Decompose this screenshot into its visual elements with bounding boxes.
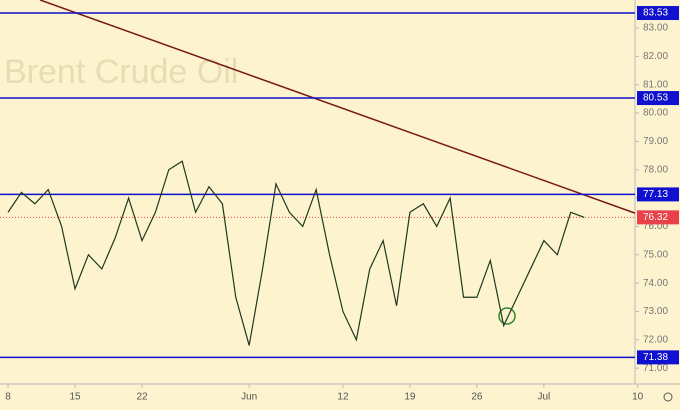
y-tick-label: 74.00 [643, 278, 668, 289]
y-tick-label: 75.00 [643, 249, 668, 260]
y-tick-label: 73.00 [643, 306, 668, 317]
level-label: 77.13 [643, 189, 668, 200]
y-tick-label: 80.00 [643, 108, 668, 119]
watermark: Brent Crude Oil [4, 53, 238, 91]
last-price-label: 76.32 [643, 212, 668, 223]
x-tick-label: 19 [404, 392, 416, 403]
y-tick-label: 72.00 [643, 334, 668, 345]
level-label-bg [637, 350, 679, 365]
y-tick-label: 82.00 [643, 51, 668, 62]
level-label: 80.53 [643, 93, 668, 104]
last-price-label-bg [637, 210, 679, 225]
level-label: 71.38 [643, 352, 668, 363]
x-tick-label: 12 [337, 392, 349, 403]
x-tick-label: 8 [5, 392, 11, 403]
x-tick-label: Jul [538, 392, 551, 403]
level-label-bg [637, 6, 679, 21]
y-tick-label: 83.00 [643, 23, 668, 34]
x-tick-label: Jun [241, 392, 257, 403]
x-tick-label: 26 [471, 392, 483, 403]
y-tick-label: 76.00 [643, 221, 668, 232]
level-label: 83.53 [643, 8, 668, 19]
level-label-bg [637, 187, 679, 202]
price-line [7, 160, 585, 346]
x-tick-label: 10 [632, 392, 644, 403]
trend-line [39, 0, 636, 214]
y-tick-label: 71.00 [643, 363, 668, 374]
settings-icon[interactable] [663, 392, 673, 402]
x-tick-label: 15 [69, 392, 81, 403]
y-tick-label: 79.00 [643, 136, 668, 147]
y-tick-label: 81.00 [643, 79, 668, 90]
marker-circle [498, 307, 516, 325]
y-tick-label: 78.00 [643, 164, 668, 175]
level-label-bg [637, 91, 679, 106]
x-tick-label: 22 [136, 392, 148, 403]
